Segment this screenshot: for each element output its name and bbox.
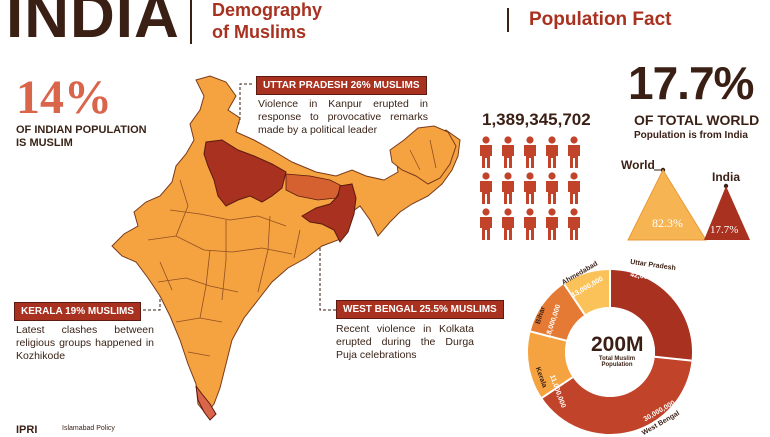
up-callout-tag: UTTAR PRADESH 26% MUSLIMS [256,76,427,95]
donut-center-label: Total Muslim Population [598,356,636,368]
wb-callout-note: Recent violence in Kolkata erupted durin… [336,323,474,361]
donut-hole [565,307,655,397]
india-triangle [704,186,750,240]
wb-callout-tag: WEST BENGAL 25.5% MUSLIMS [336,300,504,319]
world-share-line1: OF TOTAL WORLD [634,112,760,128]
kerala-callout-note: Latest clashes between religious groups … [16,324,154,362]
person-icon-row-2 [480,172,580,204]
country-title: INDIA [6,0,180,51]
muslim-percent-label-line1: OF INDIAN POPULATION [16,124,147,136]
section-divider [507,8,509,32]
muslim-percent: 14% [16,71,112,124]
india-pct-label: 17.7% [710,224,739,236]
world-share-line2: Population is from India [634,130,748,141]
world-share-percent: 17.7% [628,57,754,109]
person-icon-row-1 [480,136,580,168]
india-label: India [712,170,741,184]
uttar-pradesh-region [203,139,287,207]
header-divider [190,0,192,44]
up-leader-line [227,83,252,151]
muslim-percent-label: OF INDIAN POPULATION IS MUSLIM [16,124,166,150]
population-count: 1,389,345,702 [482,110,591,129]
kerala-callout-tag: KERALA 19% MUSLIMS [14,302,141,321]
donut-segment-bihar [530,284,585,341]
subtitle-line1: Demography [212,0,323,20]
donut-segment-west-bengal [542,356,692,434]
donut-center-value: 200M [591,333,644,356]
population-people-grid [480,136,580,240]
world-india-triangles [627,167,750,241]
muslim-percent-label-line2: IS MUSLIM [16,137,73,149]
section-title: Population Fact [529,9,672,30]
world-label: World [621,158,655,172]
india-mainland [111,75,461,415]
donut-segment-kerala [528,331,573,398]
donut-segment-ahmedabad [564,269,610,315]
india-northeast [389,125,457,185]
west-bengal-region [301,183,357,243]
world-triangle [627,168,707,241]
kerala-region [195,385,217,421]
up-callout-note: Violence in Kanpur erupted in response t… [258,98,428,136]
subtitle-line2: of Muslims [212,22,307,42]
muslim-population-donut [528,269,692,434]
donut-segment-uttar-pradesh [610,270,692,361]
world-pct-label: 82.3% [652,216,683,230]
person-icon-row-3 [480,208,580,240]
wb-leader-line [319,238,336,311]
footer-logo: IPRI [16,424,38,436]
footer-org: Islamabad Policy [62,425,115,432]
